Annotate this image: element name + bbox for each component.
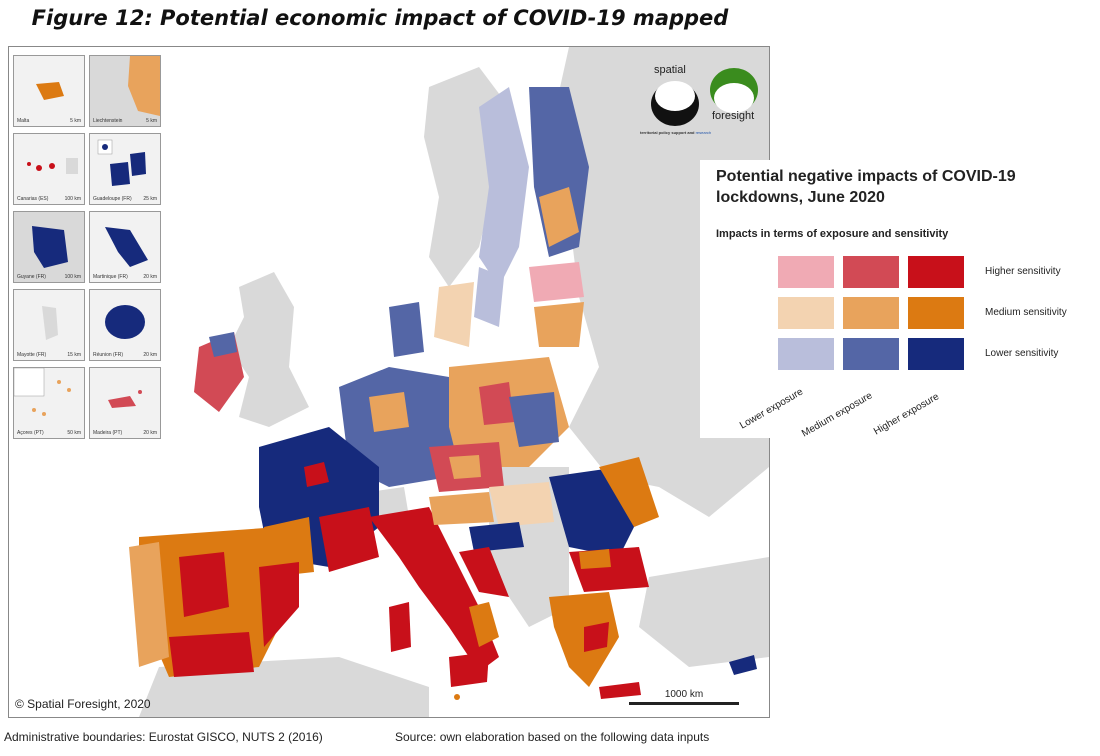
logo-icon [651, 68, 758, 126]
inset-madeira: Madeira (PT) 20 km [89, 367, 161, 439]
inset-malta: Malta 5 km [13, 55, 85, 127]
region-crete [599, 682, 641, 699]
region-cyprus [729, 655, 757, 675]
region-sicily [449, 652, 489, 687]
region-malta [454, 694, 460, 700]
region-denmark [389, 302, 424, 357]
spatial-foresight-logo: spatial foresight territorial policy sup… [640, 62, 770, 142]
region-latvia [534, 302, 584, 347]
legend-cell-med-exp-low-sens [843, 338, 899, 370]
map-frame: Malta 5 km Liechtenstein 5 km Canarias (… [8, 46, 770, 718]
region-ireland-north [209, 332, 237, 357]
region-italy [369, 507, 499, 672]
footer-boundaries: Administrative boundaries: Eurostat GISC… [4, 730, 323, 744]
inset-mayotte: Mayotte (FR) 15 km [13, 289, 85, 361]
legend-cell-high-exp-med-sens [908, 297, 964, 329]
great-britain [229, 272, 309, 427]
legend-cell-low-exp-high-sens [778, 256, 834, 288]
region-austria [429, 492, 494, 525]
legend-col-lower-exposure: Lower exposure [738, 386, 806, 432]
region-estonia [529, 262, 584, 302]
legend-col-higher-exposure: Higher exposure [872, 391, 942, 438]
legend-col-medium-exposure: Medium exposure [800, 390, 875, 440]
figure-title: Figure 12: Potential economic impact of … [31, 6, 729, 30]
region-spain-east [259, 562, 299, 647]
region-poland-east [509, 392, 559, 447]
region-spain-central [179, 552, 229, 617]
inset-canarias: Canarias (ES) 100 km [13, 133, 85, 205]
legend-cell-med-exp-med-sens [843, 297, 899, 329]
scale-bar-line [629, 702, 739, 705]
legend-cell-high-exp-high-sens [908, 256, 964, 288]
region-croatia-coast [459, 547, 509, 597]
legend-cell-med-exp-high-sens [843, 256, 899, 288]
region-italy-south [469, 602, 499, 647]
legend-row-higher-sensitivity: Higher sensitivity [985, 266, 1061, 277]
region-ile-de-france [304, 462, 329, 487]
region-sardinia [389, 602, 411, 652]
logo-word-spatial: spatial [654, 64, 686, 76]
legend-cell-low-exp-low-sens [778, 338, 834, 370]
footer-source: Source: own elaboration based on the fol… [395, 730, 710, 744]
legend-panel: Potential negative impacts of COVID-19 l… [700, 160, 1095, 440]
region-andalucia [169, 632, 254, 677]
region-sweden-north [479, 87, 529, 287]
inset-guadeloupe: Guadeloupe (FR) 25 km [89, 133, 161, 205]
logo-word-foresight: foresight [712, 110, 755, 122]
region-croatia-north [469, 522, 524, 552]
legend-cell-high-exp-low-sens [908, 338, 964, 370]
region-sweden-southwest [434, 282, 474, 347]
inset-acores: Açores (PT) 50 km [13, 367, 85, 439]
inset-martinique: Martinique (FR) 20 km [89, 211, 161, 283]
region-finland-central [539, 187, 579, 247]
region-sweden-south [474, 267, 504, 327]
turkey [639, 557, 769, 667]
region-hungary [489, 482, 554, 527]
copyright-text: © Spatial Foresight, 2020 [15, 697, 151, 711]
scale-label: 1000 km [664, 689, 704, 700]
region-france-southeast [319, 507, 379, 572]
region-greece-central [584, 622, 609, 652]
legend-cell-low-exp-med-sens [778, 297, 834, 329]
inset-liechtenstein: Liechtenstein 5 km [89, 55, 161, 127]
region-portugal [129, 542, 169, 667]
region-bulgaria-west [579, 549, 611, 569]
legend-row-lower-sensitivity: Lower sensitivity [985, 348, 1059, 359]
region-poland-west [479, 382, 514, 425]
scale-bar: 1000 km [629, 689, 739, 705]
inset-reunion: Réunion (FR) 20 km [89, 289, 161, 361]
region-germany-central [369, 392, 409, 432]
region-romania-east [599, 457, 659, 527]
logo-tagline: territorial policy support and research [640, 130, 712, 135]
legend-subtitle: Impacts in terms of exposure and sensiti… [716, 228, 949, 240]
inset-guyane: Guyane (FR) 100 km [13, 211, 85, 283]
region-czechia-central [449, 455, 481, 479]
legend-title: Potential negative impacts of COVID-19 l… [716, 168, 1016, 206]
legend-row-medium-sensitivity: Medium sensitivity [985, 307, 1067, 318]
